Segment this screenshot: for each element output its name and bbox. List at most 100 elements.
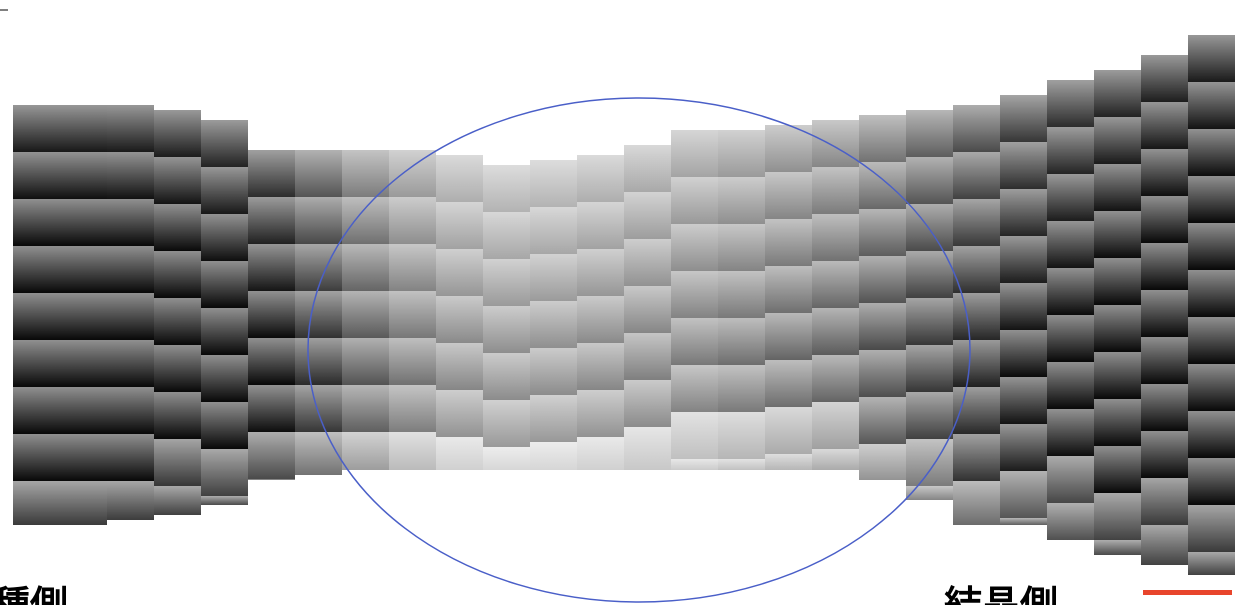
tile-shading <box>671 224 718 271</box>
tile-shading <box>154 251 201 298</box>
tile-shading <box>1141 431 1188 478</box>
tile-shading <box>60 199 107 246</box>
tile-shading <box>624 427 671 470</box>
tile-shading <box>906 251 953 298</box>
tile-shading <box>1094 540 1141 555</box>
tile-shading <box>906 486 953 500</box>
tile-shading <box>201 496 248 505</box>
tile-shading <box>1188 458 1235 505</box>
tile-shading <box>1000 142 1047 189</box>
tile-shading <box>201 214 248 261</box>
tile-shading <box>765 407 812 454</box>
tile-shading <box>154 157 201 204</box>
tile-shading <box>718 224 765 271</box>
tile-shading <box>953 340 1000 387</box>
tile-shading <box>530 254 577 301</box>
tile-shading <box>718 459 765 470</box>
tile-shading <box>201 120 248 167</box>
tile-shading <box>577 343 624 390</box>
left-label: 種側 <box>0 583 68 605</box>
tile-shading <box>389 338 436 385</box>
tile-shading <box>436 202 483 249</box>
tile-shading <box>765 454 812 470</box>
tile-shading <box>624 145 671 192</box>
tile-shading <box>953 246 1000 293</box>
tile-shading <box>436 390 483 437</box>
tile-shading <box>1047 127 1094 174</box>
tile-shading <box>1094 446 1141 493</box>
tile-shading <box>154 298 201 345</box>
tile-shading <box>295 150 342 197</box>
tile-shading <box>248 244 295 291</box>
tile-shading <box>953 434 1000 481</box>
tile-shading <box>1188 82 1235 129</box>
tile-shading <box>1094 352 1141 399</box>
tile-shading <box>671 459 718 470</box>
tile-shading <box>1188 364 1235 411</box>
tile-shading <box>295 338 342 385</box>
tile-shading <box>530 160 577 207</box>
tile-shading <box>1000 95 1047 142</box>
tile-shading <box>1188 223 1235 270</box>
tile-shading <box>483 400 530 447</box>
tile-shading <box>436 249 483 296</box>
tile-shading <box>13 293 60 340</box>
tile-shading <box>60 105 107 152</box>
tile-shading <box>436 343 483 390</box>
tile-grid <box>13 35 1235 575</box>
tile-shading <box>201 355 248 402</box>
tile-shading <box>1188 505 1235 552</box>
tile-shading <box>483 259 530 306</box>
tile-shading <box>248 150 295 197</box>
tile-shading <box>107 152 154 199</box>
tile-shading <box>765 219 812 266</box>
tile-shading <box>342 244 389 291</box>
tile-shading <box>953 199 1000 246</box>
tile-shading <box>13 481 60 525</box>
tile-shading <box>671 271 718 318</box>
tile-shading <box>577 296 624 343</box>
tile-shading <box>107 434 154 481</box>
tile-shading <box>530 301 577 348</box>
tile-shading <box>342 150 389 197</box>
tile-shading <box>107 340 154 387</box>
tile-shading <box>1141 102 1188 149</box>
tile-shading <box>1047 362 1094 409</box>
tile-shading <box>13 434 60 481</box>
tile-shading <box>248 385 295 432</box>
tile-shading <box>624 192 671 239</box>
tile-shading <box>953 105 1000 152</box>
tile-shading <box>60 434 107 481</box>
tile-shading <box>1188 270 1235 317</box>
tile-shading <box>906 345 953 392</box>
tile-shading <box>577 437 624 470</box>
tile-shading <box>1141 290 1188 337</box>
tile-shading <box>13 340 60 387</box>
tile-shading <box>1141 55 1188 102</box>
tile-shading <box>1000 518 1047 525</box>
tile-shading <box>436 437 483 470</box>
tile-shading <box>201 167 248 214</box>
tile-shading <box>1141 525 1188 565</box>
tile-shading <box>1047 80 1094 127</box>
tile-shading <box>201 402 248 449</box>
tile-shading <box>154 110 201 157</box>
tile-shading <box>765 266 812 313</box>
tile-shading <box>13 199 60 246</box>
tile-shading <box>295 291 342 338</box>
tile-shading <box>389 385 436 432</box>
tile-shading <box>671 412 718 459</box>
tile-shading <box>1000 236 1047 283</box>
tile-shading <box>1094 164 1141 211</box>
tile-shading <box>718 365 765 412</box>
tile-shading <box>60 293 107 340</box>
tile-shading <box>530 348 577 395</box>
tile-shading <box>718 412 765 459</box>
tile-shading <box>389 291 436 338</box>
tile-shading <box>1141 384 1188 431</box>
tile-shading <box>859 397 906 444</box>
tile-shading <box>1188 35 1235 82</box>
tile-shading <box>906 439 953 486</box>
tile-shading <box>577 249 624 296</box>
tile-shading <box>859 303 906 350</box>
